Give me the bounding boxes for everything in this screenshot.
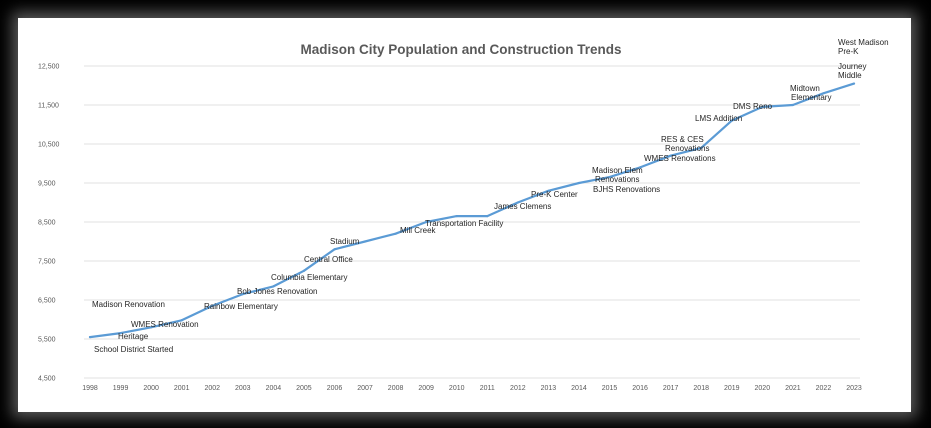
x-tick-label: 2007 xyxy=(357,385,373,392)
data-point xyxy=(700,146,703,149)
data-point xyxy=(669,154,672,157)
annotation-label: West Madison xyxy=(838,38,889,47)
annotation-label: Mill Creek xyxy=(400,226,437,235)
data-point xyxy=(333,248,336,251)
x-tick-label: 2016 xyxy=(632,385,648,392)
y-tick-label: 5,500 xyxy=(38,337,56,344)
x-tick-label: 2017 xyxy=(663,385,679,392)
x-tick-label: 1998 xyxy=(82,385,98,392)
data-point xyxy=(272,285,275,288)
y-tick-label: 6,500 xyxy=(38,298,56,305)
x-tick-label: 2009 xyxy=(418,385,434,392)
data-point xyxy=(180,319,183,322)
annotation-label: Renovations xyxy=(595,175,639,184)
x-tick-label: 2003 xyxy=(235,385,251,392)
chart-panel: Madison City Population and Construction… xyxy=(18,18,911,412)
annotation-label: Pre-K Center xyxy=(531,190,578,199)
annotation-label: Columbia Elementary xyxy=(271,273,347,282)
annotation-label: Renovations xyxy=(665,144,709,153)
x-tick-label: 2020 xyxy=(755,385,771,392)
x-tick-label: 2000 xyxy=(143,385,159,392)
x-tick-label: 2018 xyxy=(693,385,709,392)
annotation-label: Middle xyxy=(838,71,862,80)
annotation-label: WMES Renovations xyxy=(644,154,716,163)
y-tick-label: 10,500 xyxy=(38,142,60,149)
x-tick-label: 2019 xyxy=(724,385,740,392)
data-point xyxy=(455,215,458,218)
data-point xyxy=(363,240,367,243)
x-tick-label: 2004 xyxy=(266,385,282,392)
x-tick-label: 2008 xyxy=(388,385,404,392)
data-point xyxy=(761,105,764,109)
annotation-label: Rainbow Elementary xyxy=(204,302,278,311)
x-tick-label: 2005 xyxy=(296,385,312,392)
x-tick-label: 2011 xyxy=(480,385,495,392)
data-point xyxy=(150,326,153,329)
gridlines xyxy=(84,65,860,379)
y-tick-label: 8,500 xyxy=(38,220,56,227)
x-tick-label: 1999 xyxy=(113,385,129,392)
annotation-label: Transportation Facility xyxy=(425,219,503,228)
x-tick-label: 2015 xyxy=(602,385,618,392)
series-line xyxy=(88,82,856,339)
annotation-label: WMES Renovation xyxy=(131,320,199,329)
annotation-label: Bob Jones Renovation xyxy=(237,287,318,296)
annotation-label: Elementary xyxy=(791,93,831,102)
y-tick-label: 9,500 xyxy=(38,181,56,188)
x-tick-label: 2013 xyxy=(541,385,557,392)
annotation-label: Madison Renovation xyxy=(92,300,165,309)
data-point xyxy=(394,232,397,235)
x-tick-label: 2010 xyxy=(449,385,465,392)
data-point xyxy=(88,335,92,339)
annotation-label: James Clemens xyxy=(494,202,551,211)
annotation-label: LMS Addition xyxy=(695,114,742,123)
annotation-label: Pre-K xyxy=(838,47,859,56)
annotations: School District Started Heritage WMES Reno… xyxy=(92,38,889,354)
data-point xyxy=(516,201,519,204)
series-line-group xyxy=(88,82,856,339)
data-point xyxy=(302,269,306,272)
annotation-label: RES & CES xyxy=(661,135,704,144)
x-tick-label: 2023 xyxy=(846,385,862,392)
data-point xyxy=(638,166,642,169)
annotation-label: Central Office xyxy=(304,255,353,264)
y-tick-label: 11,500 xyxy=(38,103,59,110)
data-point xyxy=(608,176,611,179)
data-point xyxy=(852,82,856,85)
annotation-label: Midtown xyxy=(790,84,820,93)
annotation-label: Stadium xyxy=(330,237,360,246)
x-tick-label: 2022 xyxy=(816,385,832,392)
data-point xyxy=(119,332,122,335)
data-point xyxy=(241,293,244,296)
x-tick-label: 2006 xyxy=(327,385,343,392)
data-point xyxy=(791,103,794,107)
x-tick-label: 2021 xyxy=(785,385,801,392)
x-axis-ticks: 1998 1999 2000 2001 2002 2003 2004 2005 2006 2007… xyxy=(82,385,862,392)
line-chart: Madison City Population and Construction… xyxy=(38,38,889,392)
data-point xyxy=(425,220,428,224)
x-tick-label: 2001 xyxy=(174,385,190,392)
annotation-label: Journey xyxy=(838,62,866,71)
data-point xyxy=(730,119,733,122)
annotation-label: Madison Elem xyxy=(592,166,643,175)
chart-title: Madison City Population and Construction… xyxy=(300,42,621,57)
data-point xyxy=(577,181,581,185)
data-point xyxy=(822,92,825,95)
annotation-label: BJHS Renovations xyxy=(593,185,660,194)
data-point xyxy=(486,215,489,218)
y-axis-ticks: 4,500 5,500 6,500 7,500 8,500 9,500 10,500 11,5… xyxy=(38,64,60,383)
x-tick-label: 2002 xyxy=(204,385,220,392)
data-point xyxy=(211,304,214,307)
data-point xyxy=(547,189,550,192)
annotation-label: School District Started xyxy=(94,345,173,354)
x-tick-label: 2014 xyxy=(571,385,587,392)
annotation-label: DMS Reno xyxy=(733,102,773,111)
y-tick-label: 7,500 xyxy=(38,259,56,266)
y-tick-label: 4,500 xyxy=(38,376,56,383)
x-tick-label: 2012 xyxy=(510,385,526,392)
y-tick-label: 12,500 xyxy=(38,64,60,71)
annotation-label: Heritage xyxy=(118,332,149,341)
